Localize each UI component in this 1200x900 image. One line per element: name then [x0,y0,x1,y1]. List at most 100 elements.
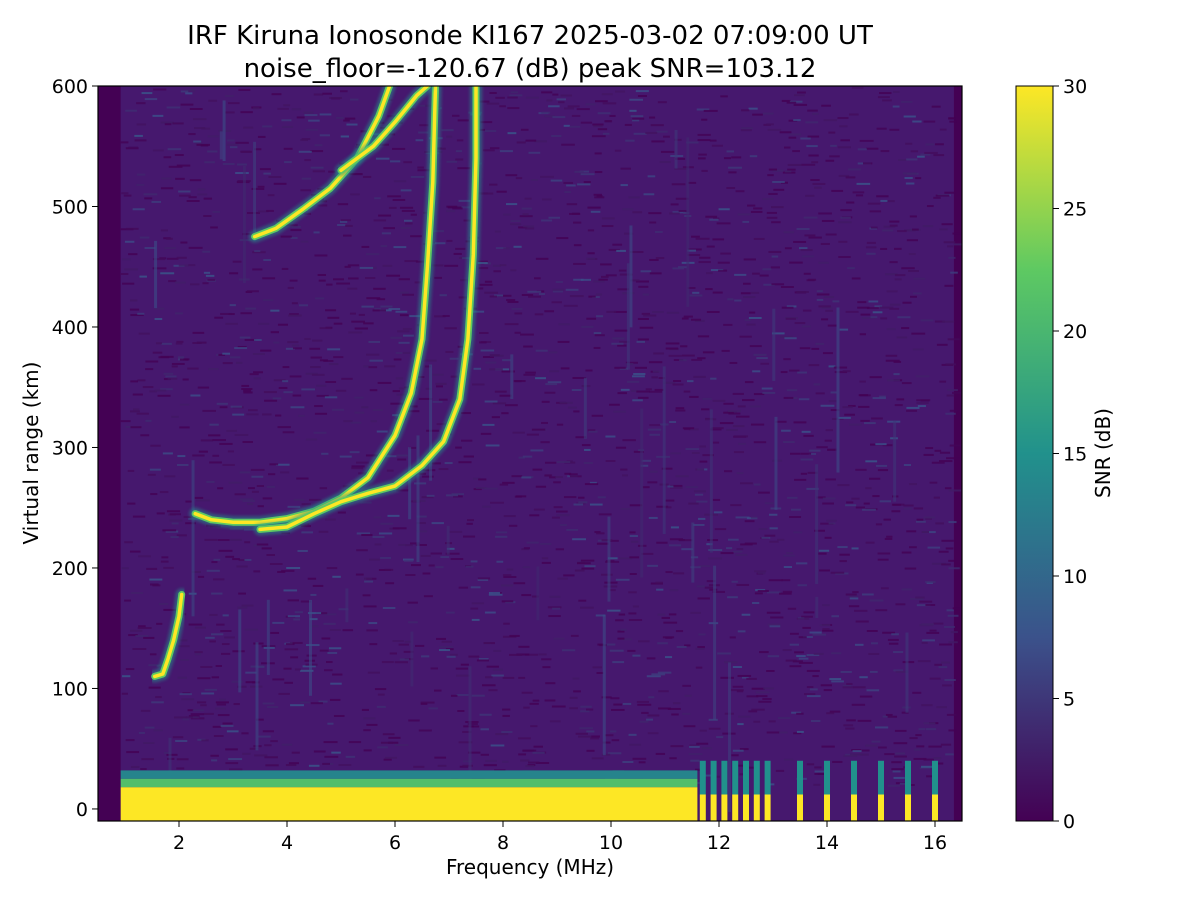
noise-speck [480,121,493,124]
noise-speck [177,676,188,679]
noise-speck [724,661,738,664]
noise-speck [266,554,275,557]
noise-speck [830,144,837,147]
noise-speck [381,232,392,235]
noise-speck [399,658,410,661]
noise-speck [757,491,770,494]
noise-speck [292,394,302,397]
noise-speck [462,764,473,767]
noise-speck [239,336,251,339]
noise-speck [630,540,639,543]
noise-speck [895,752,906,755]
noise-speck [324,613,337,616]
noise-speck [188,715,200,718]
noise-speck [649,272,662,275]
noise-speck [632,757,647,760]
noise-speck [203,271,211,274]
noise-speck [246,413,259,416]
noise-speck [711,144,723,147]
noise-speck [390,402,404,405]
noise-speck [866,241,876,244]
noise-speck [912,120,922,123]
noise-speck [789,369,800,372]
noise-speck [421,655,430,658]
noise-speck [919,767,931,770]
noise-speck [940,743,952,746]
noise-speck [323,669,333,672]
noise-speck [152,258,166,261]
noise-speck [587,206,601,209]
noise-speck [435,637,446,640]
noise-speck [212,454,220,457]
noise-speck [298,150,312,153]
noise-speck [122,675,131,678]
noise-speck [878,746,887,749]
noise-speck [772,180,785,183]
noise-speck [491,674,504,677]
noise-speck [566,203,578,206]
noise-speck [744,520,755,523]
noise-speck [912,228,919,231]
noise-speck [717,261,730,264]
noise-speck [139,275,147,278]
noise-speck [300,525,311,528]
channel-echo [764,794,771,821]
noise-speck [857,306,870,309]
noise-speck [480,728,489,731]
noise-speck [777,717,791,720]
noise-speck [278,386,288,389]
noise-speck [800,472,808,475]
noise-speck [154,389,167,392]
noise-speck [807,471,818,474]
noise-speck [883,225,896,228]
noise-speck [495,96,505,99]
noise-speck [801,615,813,618]
noise-speck [723,411,734,414]
noise-speck [788,119,798,122]
noise-speck [313,93,324,96]
noise-speck [732,685,744,688]
noise-speck [625,139,635,142]
noise-speck [803,272,811,275]
noise-speck [253,377,261,380]
noise-speck [333,356,344,359]
noise-speck [639,326,654,329]
ground-echo-fringe [120,770,698,779]
noise-speck [789,632,799,635]
noise-speck [776,538,785,541]
noise-speck [690,566,701,569]
noise-speck [504,323,519,326]
noise-speck [912,292,922,295]
noise-speck [840,209,852,212]
noise-speck [185,522,196,525]
noise-speck [647,732,659,735]
noise-speck [814,770,827,773]
noise-speck [682,684,691,687]
noise-speck [182,692,191,695]
noise-speck [392,640,404,643]
noise-speck [303,111,314,114]
noise-speck [190,394,201,397]
noise-speck [620,468,628,471]
noise-speck [254,339,262,342]
noise-speck [802,325,811,328]
noise-speck [253,544,264,547]
noise-speck [921,623,935,626]
noise-speck [241,732,249,735]
noise-speck [851,497,860,500]
noise-speck [325,309,337,312]
noise-speck [592,666,602,669]
noise-speck [812,182,826,185]
noise-speck [916,401,929,404]
noise-speck [300,240,309,243]
noise-speck [912,348,924,351]
noise-speck [592,123,604,126]
noise-speck [549,595,561,598]
noise-speck [396,489,409,492]
noise-speck [580,710,590,713]
noise-speck [477,262,488,265]
noise-speck [769,527,778,530]
noise-speck [541,111,551,114]
noise-speck [694,319,705,322]
noise-speck [802,309,812,312]
